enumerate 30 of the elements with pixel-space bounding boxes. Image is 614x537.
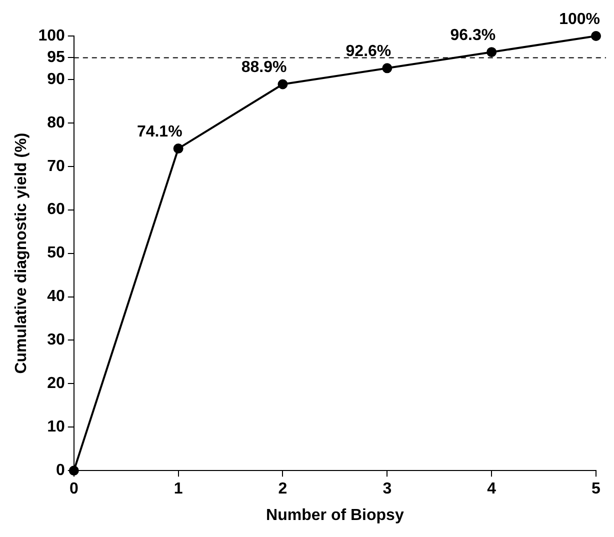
point — [278, 79, 288, 90]
point — [486, 47, 497, 58]
y-tick-label: 20 — [47, 375, 65, 392]
x-tick-label: 1 — [174, 480, 183, 498]
y-axis-title: Cumulative diagnostic yield (%) — [13, 132, 30, 374]
y-tick-label: 60 — [47, 201, 65, 218]
data-label: 100% — [559, 11, 600, 28]
x-axis-title: Number of Biopsy — [266, 506, 404, 524]
data-label: 96.3% — [450, 27, 496, 44]
data-label: 74.1% — [136, 124, 182, 141]
x-tick-label: 4 — [487, 480, 496, 498]
y-tick-label: 0 — [56, 462, 65, 480]
data-label: 88.9% — [241, 59, 287, 76]
y-tick-label: 90 — [47, 70, 65, 88]
x-tick-label: 0 — [69, 480, 78, 498]
point — [591, 31, 601, 41]
x-tick-label: 5 — [592, 480, 601, 498]
y-tick-label: 80 — [47, 114, 65, 132]
point — [173, 144, 184, 154]
y-tick-label: 40 — [47, 288, 65, 306]
y-tick-label: 70 — [47, 158, 65, 175]
point — [382, 63, 392, 74]
data-label: 92.6% — [346, 43, 392, 60]
y-tick-label: 10 — [47, 418, 65, 436]
y-tick-label: 50 — [47, 244, 65, 262]
x-tick-label: 2 — [278, 480, 288, 498]
y-tick-label: 95 — [47, 49, 65, 66]
y-tick-label: 30 — [47, 332, 65, 349]
y-tick-label: 100 — [38, 27, 65, 44]
x-tick-label: 3 — [382, 480, 392, 498]
